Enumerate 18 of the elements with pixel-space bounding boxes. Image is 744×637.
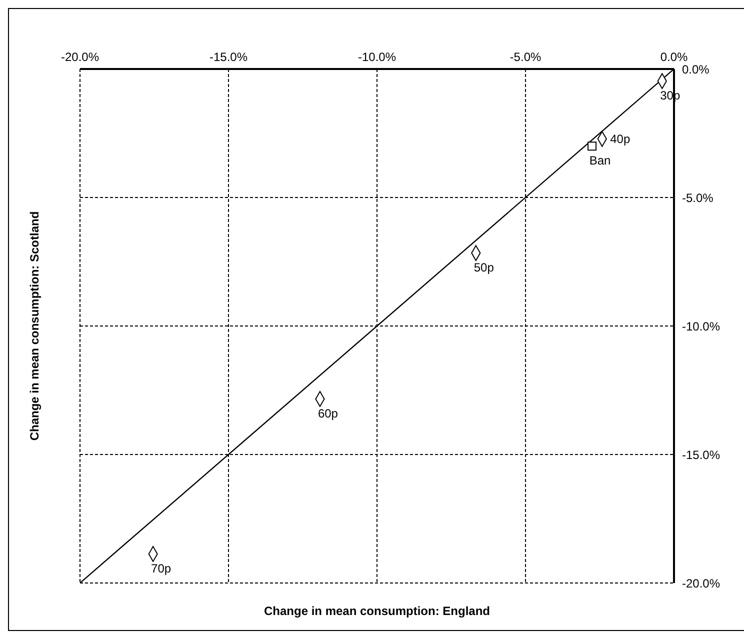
y-axis-title: Change in mean consumption: Scotland (27, 211, 42, 441)
y-tick-label: 0.0% (682, 62, 710, 76)
annotation: 40p (610, 132, 630, 146)
annotation: 50p (474, 260, 494, 275)
x-tick-label: -5.0% (510, 50, 542, 64)
x-tick-label: -15.0% (209, 50, 248, 64)
y-tick-label: -15.0% (682, 448, 720, 462)
y-tick-label: -20.0% (682, 576, 720, 590)
annotation: Ban (589, 154, 611, 168)
annotation: 70p (151, 561, 172, 576)
x-axis-title: Change in mean consumption: England (264, 604, 490, 618)
y-tick-label: -10.0% (682, 319, 720, 334)
annotation: 60p (318, 406, 338, 421)
x-tick-label: -20.0% (60, 50, 100, 64)
y-tick-label: -5.0% (682, 190, 714, 205)
x-tick-label: 0.0% (660, 50, 688, 64)
x-tick-label: -10.0% (358, 50, 396, 64)
point (588, 142, 597, 151)
